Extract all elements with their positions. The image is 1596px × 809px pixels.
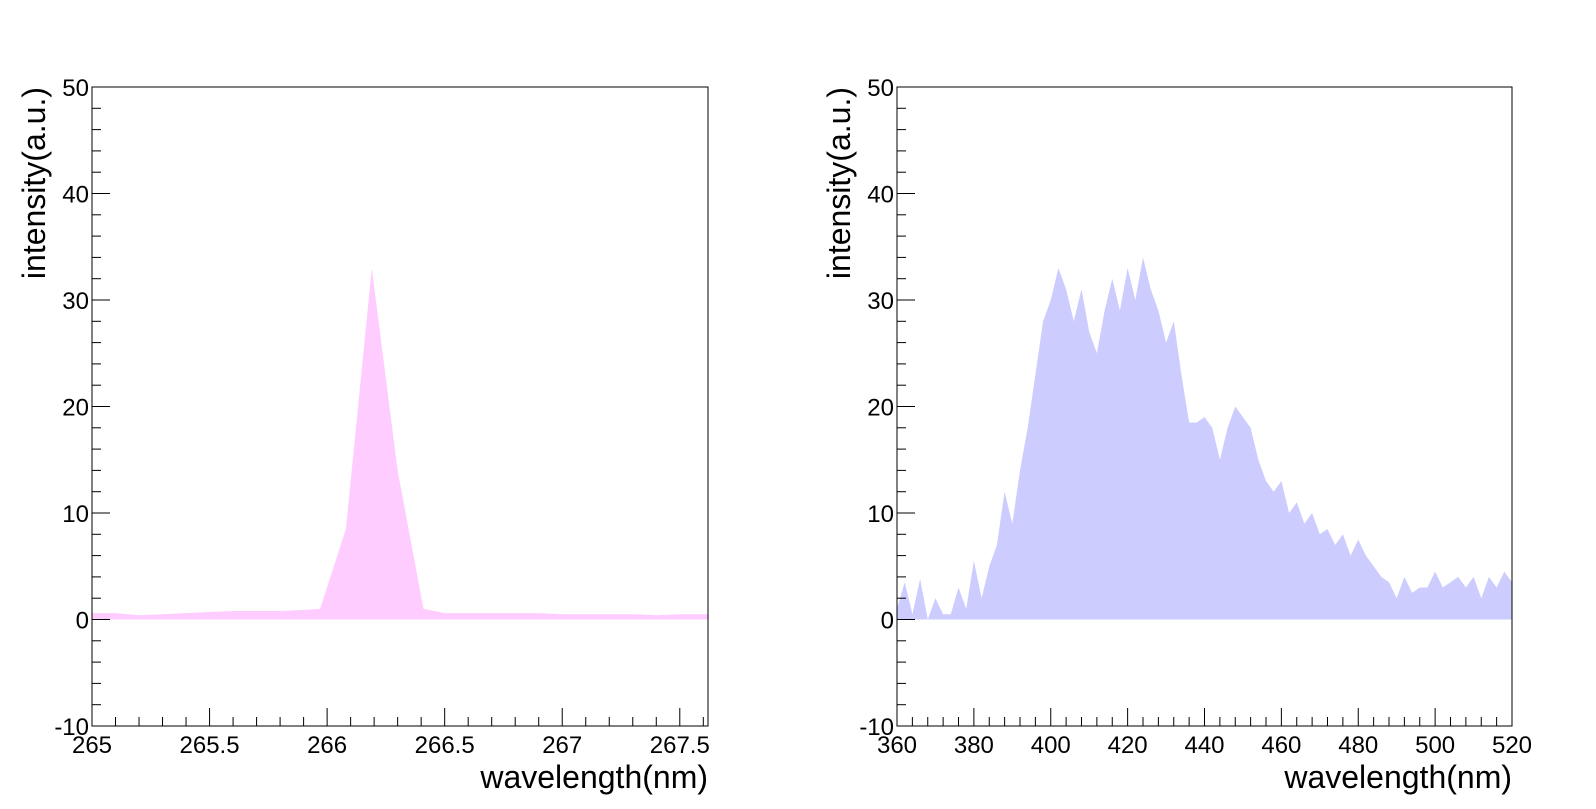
right-chart-ticks: 360 380 400 420 440 460 480 500 520 -10 0 10 20 30 40 5… <box>859 75 1532 759</box>
right-chart-y-tick-label: 10 <box>867 501 894 528</box>
left-chart-x-tick-label: 267.5 <box>650 732 710 759</box>
left-chart-series-area <box>92 268 708 620</box>
right-chart-x-tick-label: 360 <box>877 732 917 759</box>
left-chart-x-tick-label: 265 <box>72 732 112 759</box>
left-chart-x-axis-title: wavelength(nm) <box>479 759 708 795</box>
left-chart-x-tick-label: 265.5 <box>180 732 240 759</box>
right-chart-series-area <box>897 257 1512 620</box>
left-chart-y-axis-title: intensity(a.u.) <box>16 87 52 279</box>
right-chart-x-tick-label: 440 <box>1184 732 1224 759</box>
left-chart-y-tick-label: 30 <box>62 288 89 315</box>
left-chart-y-tick-label: 50 <box>62 75 89 102</box>
left-chart-y-tick-label: 40 <box>62 182 89 209</box>
right-chart-y-tick-label: 50 <box>867 75 894 102</box>
right-chart-x-tick-label: 400 <box>1031 732 1071 759</box>
left-chart: 265 265.5 266 266.5 267 267.5 -10 0 10 20 30 40 50 w… <box>16 75 710 795</box>
left-chart-frame <box>91 86 709 727</box>
right-chart-y-axis-title: intensity(a.u.) <box>821 87 857 279</box>
right-chart: 360 380 400 420 440 460 480 500 520 -10 0 10 20 30 40 5… <box>821 75 1532 795</box>
left-chart-x-tick-label: 266 <box>307 732 347 759</box>
right-chart-y-tick-label: 20 <box>867 395 894 422</box>
left-chart-y-tick-label: 20 <box>62 395 89 422</box>
right-chart-y-tick-label: 30 <box>867 288 894 315</box>
left-chart-x-tick-label: 267 <box>542 732 582 759</box>
right-chart-fill <box>897 257 1512 620</box>
left-chart-y-tick-label: 0 <box>76 608 89 635</box>
right-chart-x-tick-label: 380 <box>954 732 994 759</box>
right-chart-x-tick-label: 520 <box>1492 732 1532 759</box>
left-chart-fill <box>92 268 708 620</box>
right-chart-y-tick-label: -10 <box>859 714 894 741</box>
left-chart-ticks: 265 265.5 266 266.5 267 267.5 -10 0 10 20 30 40 50 <box>54 75 710 759</box>
right-chart-x-tick-label: 480 <box>1338 732 1378 759</box>
right-chart-y-tick-label: 0 <box>881 608 894 635</box>
left-chart-y-tick-label: 10 <box>62 501 89 528</box>
left-chart-y-tick-label: -10 <box>54 714 89 741</box>
right-chart-x-tick-label: 500 <box>1415 732 1455 759</box>
right-chart-y-tick-label: 40 <box>867 182 894 209</box>
right-chart-x-tick-label: 420 <box>1108 732 1148 759</box>
right-chart-frame <box>896 86 1513 727</box>
right-chart-x-tick-label: 460 <box>1261 732 1301 759</box>
left-chart-x-tick-label: 266.5 <box>415 732 475 759</box>
right-chart-x-axis-title: wavelength(nm) <box>1283 759 1512 795</box>
